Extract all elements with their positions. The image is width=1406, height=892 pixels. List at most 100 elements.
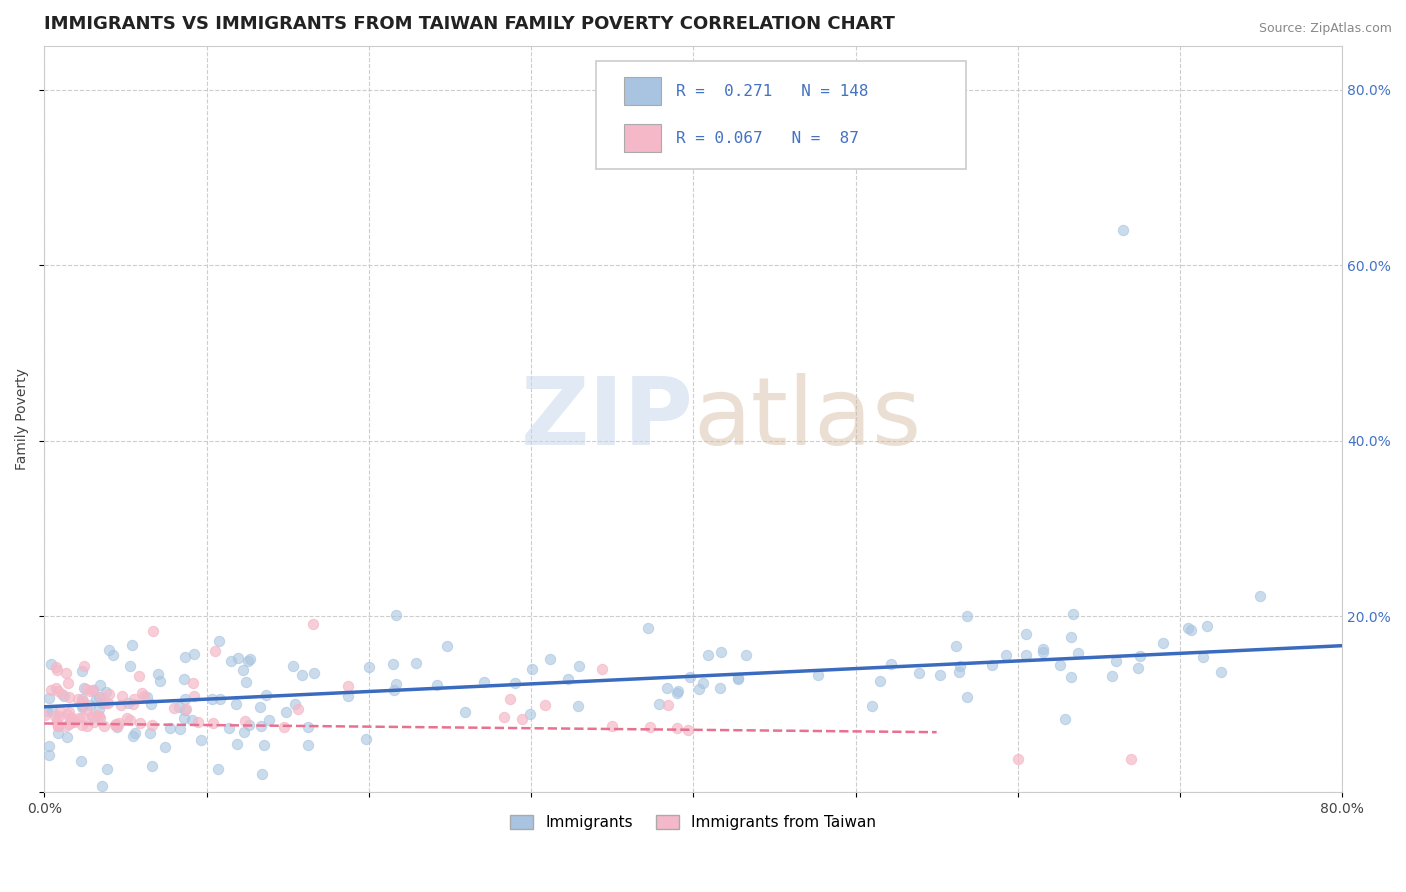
- Point: [657, 698, 679, 712]
- Point: [1015, 626, 1038, 640]
- Point: [426, 678, 449, 692]
- Point: [1128, 660, 1150, 674]
- Point: [72, 698, 94, 713]
- Point: [492, 710, 515, 724]
- Point: [86, 692, 108, 706]
- Point: [183, 689, 205, 703]
- Point: [250, 767, 273, 781]
- Point: [638, 720, 661, 734]
- Point: [232, 664, 254, 678]
- Point: [727, 672, 749, 686]
- Point: [34, 708, 56, 723]
- Point: [159, 721, 181, 735]
- Point: [600, 719, 623, 733]
- Point: [129, 715, 152, 730]
- Point: [82, 683, 104, 698]
- Point: [297, 738, 319, 752]
- Point: [1032, 645, 1054, 659]
- Point: [87, 708, 110, 723]
- Point: [37, 704, 59, 718]
- Point: [187, 715, 209, 730]
- Point: [46, 719, 69, 733]
- Point: [58, 690, 80, 704]
- Point: [1053, 712, 1076, 726]
- Point: [44, 709, 66, 723]
- Point: [1191, 650, 1213, 665]
- Point: [202, 715, 225, 730]
- Point: [73, 658, 96, 673]
- Point: [90, 690, 112, 704]
- Point: [301, 616, 323, 631]
- Point: [48, 704, 70, 718]
- Point: [436, 639, 458, 653]
- Point: [180, 713, 202, 727]
- Point: [929, 668, 952, 682]
- Point: [218, 721, 240, 735]
- Point: [48, 709, 70, 723]
- Point: [568, 658, 591, 673]
- Point: [79, 698, 101, 712]
- Point: [405, 657, 427, 671]
- Point: [208, 691, 231, 706]
- Point: [107, 715, 129, 730]
- Point: [169, 722, 191, 736]
- Point: [1007, 751, 1029, 765]
- Point: [38, 739, 60, 754]
- Point: [1101, 669, 1123, 683]
- Point: [142, 624, 165, 638]
- Point: [336, 689, 359, 703]
- Point: [91, 696, 114, 710]
- Point: [1180, 623, 1202, 637]
- Point: [90, 780, 112, 794]
- Point: [727, 671, 749, 685]
- Point: [949, 658, 972, 673]
- Point: [63, 715, 86, 730]
- Point: [97, 696, 120, 710]
- Point: [567, 699, 589, 714]
- Point: [96, 696, 118, 710]
- Point: [67, 711, 90, 725]
- Point: [97, 687, 120, 701]
- Legend: Immigrants, Immigrants from Taiwan: Immigrants, Immigrants from Taiwan: [505, 809, 883, 837]
- Point: [259, 714, 281, 728]
- Point: [207, 762, 229, 776]
- Point: [107, 720, 129, 734]
- Point: [1049, 658, 1071, 673]
- Point: [45, 681, 67, 695]
- Point: [955, 690, 977, 705]
- Point: [225, 698, 247, 712]
- Point: [72, 694, 94, 708]
- Point: [70, 691, 93, 706]
- Point: [173, 672, 195, 686]
- Point: [104, 717, 127, 731]
- Point: [679, 670, 702, 684]
- Point: [1121, 751, 1143, 765]
- Point: [860, 698, 883, 713]
- Point: [239, 651, 262, 665]
- Point: [62, 714, 84, 728]
- Point: [201, 692, 224, 706]
- Point: [806, 667, 828, 681]
- Point: [89, 711, 111, 725]
- Point: [72, 681, 94, 695]
- Point: [53, 689, 76, 703]
- Point: [233, 714, 256, 728]
- Point: [359, 660, 381, 674]
- Point: [1197, 619, 1219, 633]
- Point: [89, 678, 111, 692]
- Point: [46, 717, 69, 731]
- Text: atlas: atlas: [693, 373, 921, 465]
- Point: [89, 690, 111, 705]
- Point: [115, 711, 138, 725]
- Point: [1060, 670, 1083, 684]
- Point: [72, 717, 94, 731]
- Point: [273, 720, 295, 734]
- Point: [235, 675, 257, 690]
- Point: [354, 731, 377, 746]
- Point: [908, 666, 931, 681]
- Point: [666, 686, 689, 700]
- Point: [134, 689, 156, 703]
- Y-axis label: Family Poverty: Family Poverty: [15, 368, 30, 470]
- Point: [734, 648, 756, 663]
- Point: [93, 719, 115, 733]
